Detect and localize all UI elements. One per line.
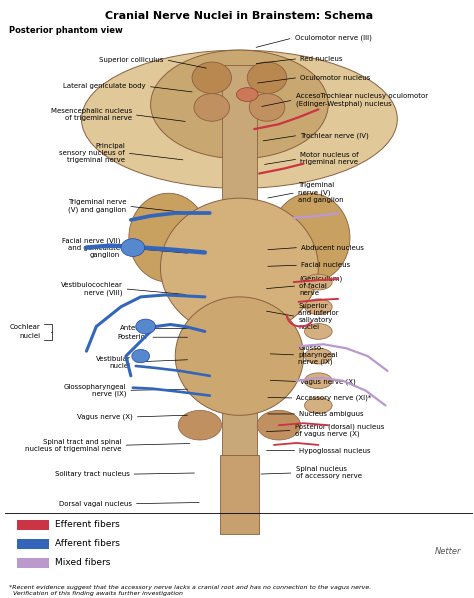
Text: Glosso-
pharyngeal
nerve (IX): Glosso- pharyngeal nerve (IX): [298, 344, 338, 365]
Text: Facial nerve (VII)
and geniculate
ganglion: Facial nerve (VII) and geniculate gangli…: [62, 237, 120, 258]
Text: *Recent evidence suggest that the accessory nerve lacks a cranial root and has n: *Recent evidence suggest that the access…: [9, 585, 372, 596]
Ellipse shape: [304, 324, 332, 339]
Ellipse shape: [151, 50, 328, 158]
Text: Superior colliculus: Superior colliculus: [99, 57, 164, 63]
Text: Efferent fibers: Efferent fibers: [55, 520, 119, 529]
Text: Mixed fibers: Mixed fibers: [55, 558, 110, 567]
Text: Posterior: Posterior: [118, 334, 148, 340]
Text: Trochlear nerve (IV): Trochlear nerve (IV): [300, 132, 369, 139]
Text: (Geniculum)
of facial
nerve: (Geniculum) of facial nerve: [299, 276, 343, 296]
Text: Facial nucleus: Facial nucleus: [301, 262, 350, 269]
Ellipse shape: [160, 198, 319, 336]
Text: Red nucleus: Red nucleus: [300, 56, 343, 62]
Ellipse shape: [121, 239, 145, 257]
Ellipse shape: [129, 193, 208, 282]
Text: Trigeminal nerve
(V) and ganglion: Trigeminal nerve (V) and ganglion: [68, 200, 126, 213]
Text: Vestibulocochlear
nerve (VIII): Vestibulocochlear nerve (VIII): [61, 282, 122, 295]
Bar: [219, 455, 259, 534]
Text: Accessory nerve (XI)*: Accessory nerve (XI)*: [296, 395, 372, 401]
Text: Superior
and inferior
salivatory
nuclei: Superior and inferior salivatory nuclei: [298, 303, 339, 330]
Bar: [18, 539, 49, 549]
Ellipse shape: [304, 348, 332, 364]
Ellipse shape: [271, 193, 350, 282]
Ellipse shape: [304, 274, 332, 290]
Text: Principal
sensory nucleus of
trigeminal nerve: Principal sensory nucleus of trigeminal …: [59, 143, 125, 163]
Ellipse shape: [194, 93, 229, 121]
Bar: [222, 65, 257, 480]
Ellipse shape: [304, 398, 332, 413]
Text: Vagus nerve (X): Vagus nerve (X): [77, 414, 133, 420]
Text: Spinal nucleus
of accessory nerve: Spinal nucleus of accessory nerve: [295, 466, 362, 480]
Ellipse shape: [237, 88, 258, 102]
Text: Mesencephalic nucleus
of trigeminal nerve: Mesencephalic nucleus of trigeminal nerv…: [51, 108, 132, 121]
Ellipse shape: [82, 50, 397, 188]
Text: Abducent nucleus: Abducent nucleus: [301, 245, 364, 251]
Text: Glossopharyngeal
nerve (IX): Glossopharyngeal nerve (IX): [64, 383, 126, 397]
Text: Lateral geniculate body: Lateral geniculate body: [63, 83, 146, 89]
Text: Afferent fibers: Afferent fibers: [55, 539, 120, 548]
Text: nuclei: nuclei: [19, 333, 41, 339]
Ellipse shape: [304, 299, 332, 315]
Text: Solitary tract nucleus: Solitary tract nucleus: [55, 471, 129, 477]
Text: Cochlear: Cochlear: [10, 324, 41, 330]
Bar: [18, 520, 49, 530]
Text: Nucleus ambiguus: Nucleus ambiguus: [299, 411, 364, 417]
Text: Posterior (dorsal) nucleus
of vagus nerve (X): Posterior (dorsal) nucleus of vagus nerv…: [295, 423, 384, 438]
Text: Dorsal vagal nucleus: Dorsal vagal nucleus: [59, 501, 132, 507]
Text: Cranial Nerve Nuclei in Brainstem: Schema: Cranial Nerve Nuclei in Brainstem: Schem…: [105, 11, 374, 21]
Ellipse shape: [247, 62, 287, 93]
Ellipse shape: [178, 410, 222, 440]
Text: Vestibular
nuclei: Vestibular nuclei: [96, 355, 131, 368]
Ellipse shape: [249, 93, 285, 121]
Text: AccesoTrochlear nucleusy oculomotor
(Edinger-Westphal) nucleus: AccesoTrochlear nucleusy oculomotor (Edi…: [295, 93, 428, 106]
Text: Hypoglossal nucleus: Hypoglossal nucleus: [299, 447, 371, 453]
Text: Netter: Netter: [435, 547, 462, 556]
Ellipse shape: [257, 410, 301, 440]
Text: Anterior: Anterior: [120, 325, 148, 331]
Text: Motor nucleus of
trigeminal nerve: Motor nucleus of trigeminal nerve: [300, 152, 359, 166]
Ellipse shape: [136, 319, 155, 334]
Ellipse shape: [132, 349, 150, 363]
Text: Vagus nerve (X): Vagus nerve (X): [300, 378, 356, 385]
Text: Posterior phantom view: Posterior phantom view: [9, 26, 123, 35]
Text: Trigeminal
nerve (V)
and ganglion: Trigeminal nerve (V) and ganglion: [298, 182, 344, 203]
Ellipse shape: [175, 297, 303, 416]
Text: Spinal tract and spinal
nucleus of trigeminal nerve: Spinal tract and spinal nucleus of trige…: [25, 439, 121, 451]
Bar: [18, 558, 49, 568]
Ellipse shape: [192, 62, 231, 93]
Text: Oculomotor nucleus: Oculomotor nucleus: [300, 75, 371, 81]
Text: Oculomotor nerve (III): Oculomotor nerve (III): [295, 35, 372, 41]
Ellipse shape: [304, 373, 332, 389]
